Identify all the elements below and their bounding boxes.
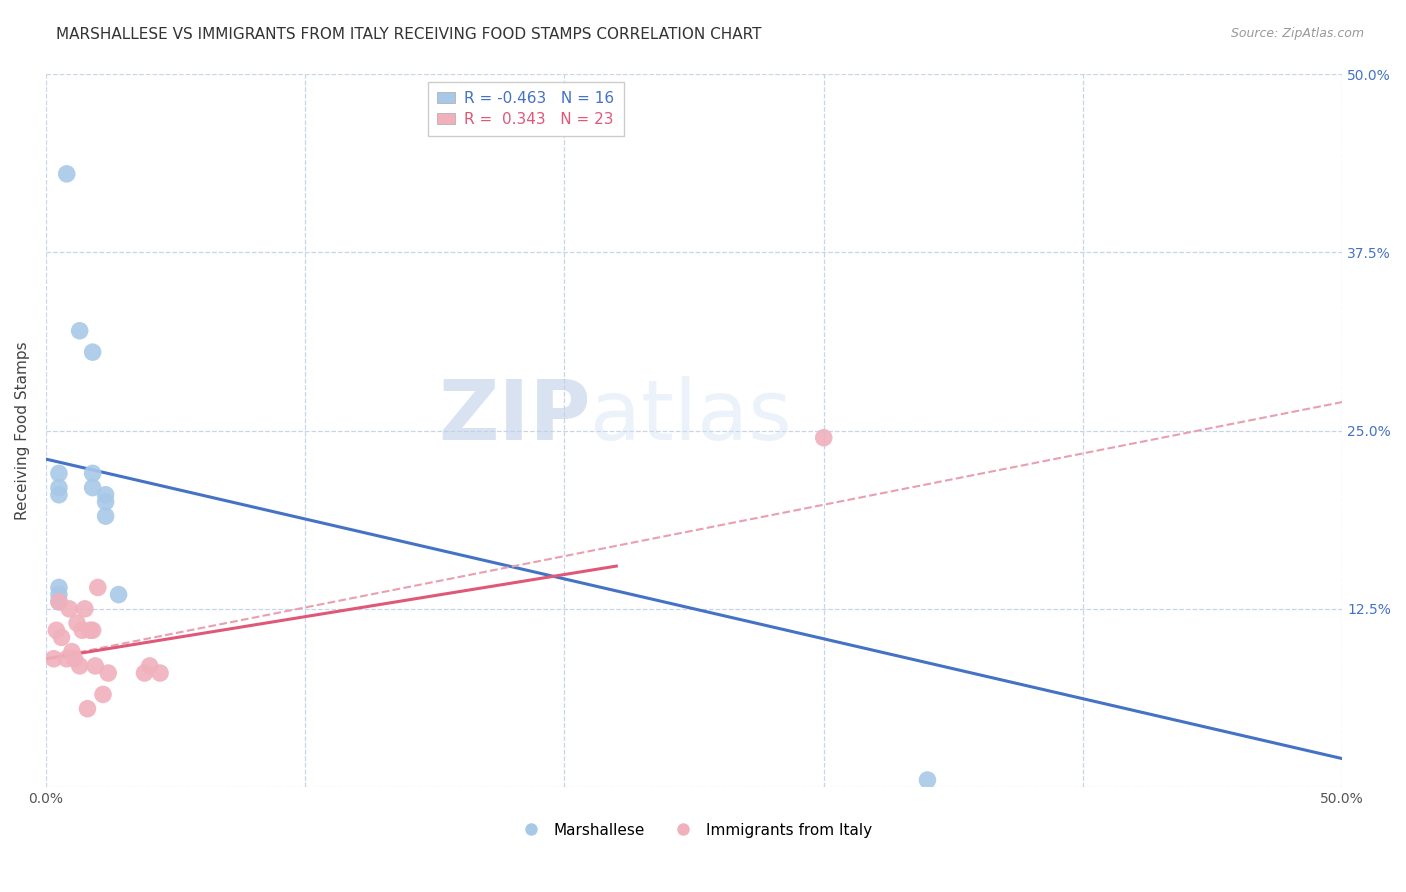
Point <box>91 688 114 702</box>
Point <box>73 602 96 616</box>
Text: atlas: atlas <box>591 376 792 457</box>
Point <box>48 481 70 495</box>
Text: Source: ZipAtlas.com: Source: ZipAtlas.com <box>1230 27 1364 40</box>
Point <box>51 631 73 645</box>
Point <box>48 488 70 502</box>
Point <box>84 659 107 673</box>
Point <box>82 345 104 359</box>
Point <box>134 666 156 681</box>
Point <box>97 666 120 681</box>
Point <box>55 652 77 666</box>
Point <box>79 624 101 638</box>
Point <box>82 624 104 638</box>
Point <box>69 659 91 673</box>
Point <box>72 624 94 638</box>
Point <box>48 581 70 595</box>
Point <box>66 616 89 631</box>
Point <box>87 581 110 595</box>
Point <box>48 595 70 609</box>
Point <box>55 167 77 181</box>
Point <box>94 488 117 502</box>
Point <box>48 588 70 602</box>
Point <box>69 324 91 338</box>
Text: MARSHALLESE VS IMMIGRANTS FROM ITALY RECEIVING FOOD STAMPS CORRELATION CHART: MARSHALLESE VS IMMIGRANTS FROM ITALY REC… <box>56 27 762 42</box>
Legend: Marshallese, Immigrants from Italy: Marshallese, Immigrants from Italy <box>509 816 879 844</box>
Point <box>917 772 939 787</box>
Point <box>82 481 104 495</box>
Point <box>94 509 117 524</box>
Point <box>813 431 835 445</box>
Point <box>94 495 117 509</box>
Point <box>48 467 70 481</box>
Point <box>76 702 98 716</box>
Point <box>138 659 160 673</box>
Point <box>42 652 65 666</box>
Point <box>107 588 129 602</box>
Point <box>45 624 67 638</box>
Point <box>63 652 86 666</box>
Point <box>149 666 172 681</box>
Y-axis label: Receiving Food Stamps: Receiving Food Stamps <box>15 342 30 520</box>
Text: ZIP: ZIP <box>437 376 591 457</box>
Point <box>48 595 70 609</box>
Point <box>82 467 104 481</box>
Point <box>60 645 83 659</box>
Point <box>58 602 80 616</box>
